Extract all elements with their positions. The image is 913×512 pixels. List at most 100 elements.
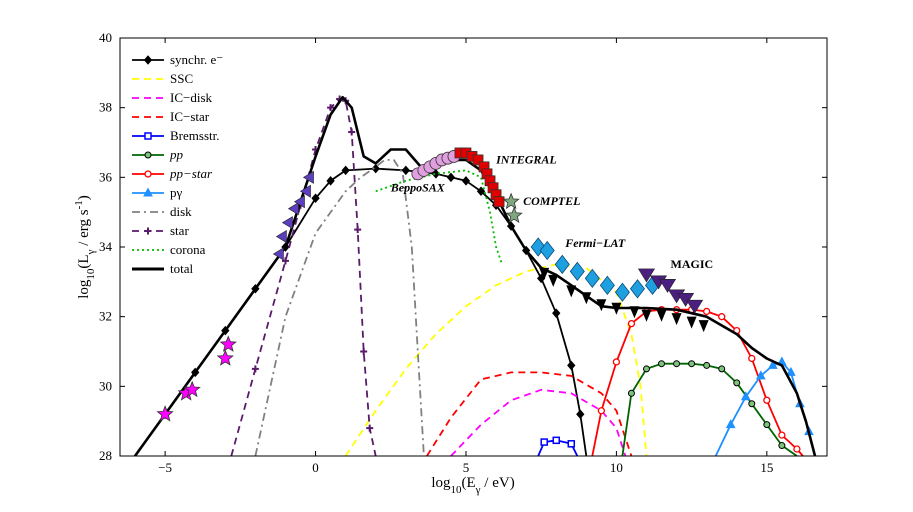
data-point bbox=[371, 163, 380, 174]
obs-magic bbox=[637, 268, 704, 314]
obs-point bbox=[671, 313, 682, 326]
obs-point bbox=[611, 302, 622, 315]
series-bremsstr- bbox=[537, 436, 579, 456]
obs-point bbox=[614, 282, 630, 302]
y-axis-label: log10(Lγ / erg s-1) bbox=[73, 195, 97, 299]
obs-point bbox=[539, 267, 550, 280]
data-point bbox=[733, 379, 741, 387]
obs-point bbox=[272, 247, 284, 261]
series-ic-star bbox=[426, 371, 633, 456]
legend-item: pp−star bbox=[132, 166, 213, 181]
data-point bbox=[327, 104, 335, 112]
obs-point bbox=[656, 309, 667, 322]
data-point bbox=[793, 445, 801, 453]
data-point bbox=[718, 365, 726, 373]
obs-point bbox=[299, 184, 311, 198]
data-point bbox=[311, 193, 320, 203]
legend-item: pγ bbox=[132, 185, 183, 200]
legend-marker bbox=[144, 151, 152, 159]
observations-layer bbox=[156, 147, 709, 422]
obs-point bbox=[629, 306, 640, 319]
x-tick-label: 10 bbox=[610, 460, 623, 475]
x-tick-label: 5 bbox=[463, 460, 470, 475]
data-point bbox=[627, 319, 636, 328]
legend-item: SSC bbox=[132, 71, 193, 86]
legend-item: IC−star bbox=[132, 109, 210, 124]
obs-point bbox=[219, 335, 237, 352]
data-point bbox=[658, 360, 666, 368]
series-line bbox=[591, 308, 804, 456]
obs-point bbox=[275, 230, 287, 244]
data-point bbox=[748, 354, 756, 363]
series-ic-disk bbox=[450, 388, 627, 456]
obs-point bbox=[698, 320, 709, 333]
data-point bbox=[576, 409, 585, 419]
legend-label: total bbox=[170, 261, 193, 276]
obs-bepposax bbox=[411, 150, 461, 181]
legend-label: synchr. e⁻ bbox=[170, 52, 223, 67]
legend-item: disk bbox=[132, 204, 192, 219]
obs-point bbox=[584, 268, 600, 289]
series-layer bbox=[133, 95, 817, 456]
series-pp bbox=[621, 360, 798, 456]
obs-point bbox=[156, 405, 174, 422]
data-point bbox=[461, 176, 471, 186]
data-point bbox=[755, 370, 766, 380]
y-tick-label: 36 bbox=[99, 169, 113, 184]
obs-point bbox=[554, 254, 570, 275]
data-point bbox=[348, 128, 356, 136]
series-line bbox=[254, 159, 425, 456]
data-point bbox=[597, 407, 606, 415]
obs-ir bbox=[272, 170, 314, 261]
legend-label: Bremsstr. bbox=[170, 128, 219, 143]
obs-optical-uv bbox=[156, 335, 237, 422]
obs-point bbox=[637, 268, 656, 283]
data-point bbox=[763, 396, 771, 404]
data-point bbox=[718, 313, 726, 321]
data-point bbox=[341, 165, 350, 176]
series-disk bbox=[254, 159, 425, 456]
obs-point bbox=[502, 192, 520, 210]
annotation-fermi-lat: Fermi−LAT bbox=[564, 236, 626, 250]
obs-point bbox=[183, 380, 201, 398]
obs-point bbox=[659, 279, 677, 293]
obs-point bbox=[293, 195, 305, 209]
data-point bbox=[768, 359, 778, 369]
legend-label: IC−star bbox=[170, 109, 210, 124]
obs-point bbox=[287, 202, 299, 216]
data-point bbox=[431, 169, 441, 179]
plot-frame bbox=[119, 37, 828, 457]
legend-item: corona bbox=[132, 242, 206, 257]
data-point bbox=[763, 421, 771, 429]
obs-point bbox=[599, 275, 615, 295]
x-tick-label: 0 bbox=[312, 460, 319, 475]
legend-item: Bremsstr. bbox=[132, 128, 219, 143]
data-point bbox=[366, 424, 374, 432]
obs-point bbox=[686, 316, 697, 329]
obs-point bbox=[216, 349, 234, 366]
legend: synchr. e⁻ SSC IC−disk IC−star Bremsstr. pp pp… bbox=[126, 44, 238, 280]
obs-point bbox=[596, 299, 607, 312]
legend-item: synchr. e⁻ bbox=[132, 52, 223, 67]
x-tick-label: −5 bbox=[158, 460, 172, 475]
obs-point bbox=[641, 309, 652, 322]
obs-point bbox=[677, 292, 695, 307]
obs-comptel bbox=[502, 192, 523, 223]
series-line bbox=[426, 371, 633, 456]
data-point bbox=[251, 365, 259, 373]
data-point bbox=[627, 389, 635, 397]
legend-label: SSC bbox=[170, 71, 193, 86]
legend-marker bbox=[144, 170, 152, 178]
y-tick-label: 30 bbox=[99, 378, 112, 393]
data-point bbox=[778, 442, 786, 450]
axis-ticks: −5 0 5 10 15 28 30 32 34 36 38 40 bbox=[99, 30, 827, 475]
legend-item: total bbox=[132, 261, 193, 276]
annotation-comptel: COMPTEL bbox=[523, 194, 580, 208]
y-tick-label: 40 bbox=[99, 30, 112, 45]
data-point bbox=[612, 358, 621, 366]
legend-marker bbox=[143, 187, 153, 197]
legend-marker bbox=[143, 55, 153, 65]
obs-point bbox=[302, 170, 314, 184]
data-point bbox=[360, 348, 368, 355]
legend-item: pp bbox=[132, 147, 184, 162]
